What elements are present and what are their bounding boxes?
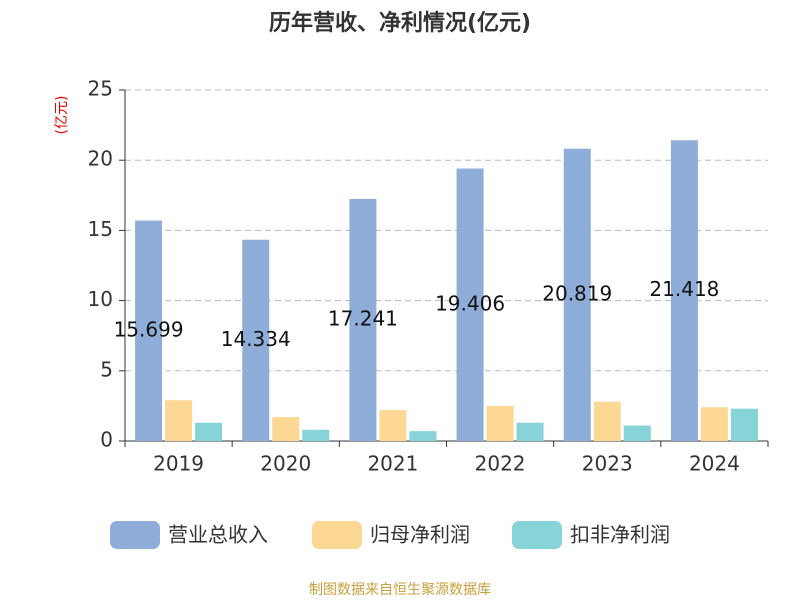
bar [593,401,621,441]
y-axis-label: (亿元) [54,96,70,135]
bar [379,410,407,441]
x-tick-label: 2024 [689,452,740,476]
bar [456,168,484,441]
data-label: 19.406 [435,291,505,315]
bar [272,417,300,441]
y-tick-label: 15 [88,217,113,241]
bar [135,220,163,441]
y-tick-label: 0 [100,428,113,452]
bar [670,140,698,442]
y-tick-label: 5 [100,357,113,381]
legend-label: 归母净利润 [370,523,470,547]
data-label: 14.334 [221,327,291,351]
bar [302,429,330,441]
x-tick-label: 2023 [582,452,633,476]
y-tick-label: 20 [88,147,113,171]
bar [486,405,514,441]
legend-label: 扣非净利润 [570,523,670,547]
chart-title: 历年营收、净利情况(亿元) [269,10,531,36]
data-label: 21.418 [649,277,719,301]
data-label: 15.699 [114,317,184,341]
bar [195,422,223,441]
bar [409,431,437,441]
x-tick-label: 2019 [153,452,204,476]
legend-swatch [512,521,562,549]
y-tick-label: 25 [88,77,113,101]
x-tick-label: 2020 [260,452,311,476]
y-tick-label: 10 [88,287,113,311]
bar [165,400,193,441]
data-label: 17.241 [328,306,398,330]
bar [349,198,377,441]
x-tick-label: 2021 [367,452,418,476]
bar [700,407,728,441]
bar [242,239,270,441]
bar [516,422,544,441]
source-note: 制图数据来自恒生聚源数据库 [309,582,491,598]
legend-swatch [110,521,160,549]
x-tick-label: 2022 [475,452,526,476]
bar [730,408,758,441]
bar [623,425,651,441]
bar [563,148,591,441]
legend-swatch [312,521,362,549]
data-label: 20.819 [542,281,612,305]
legend-label: 营业总收入 [168,523,268,547]
